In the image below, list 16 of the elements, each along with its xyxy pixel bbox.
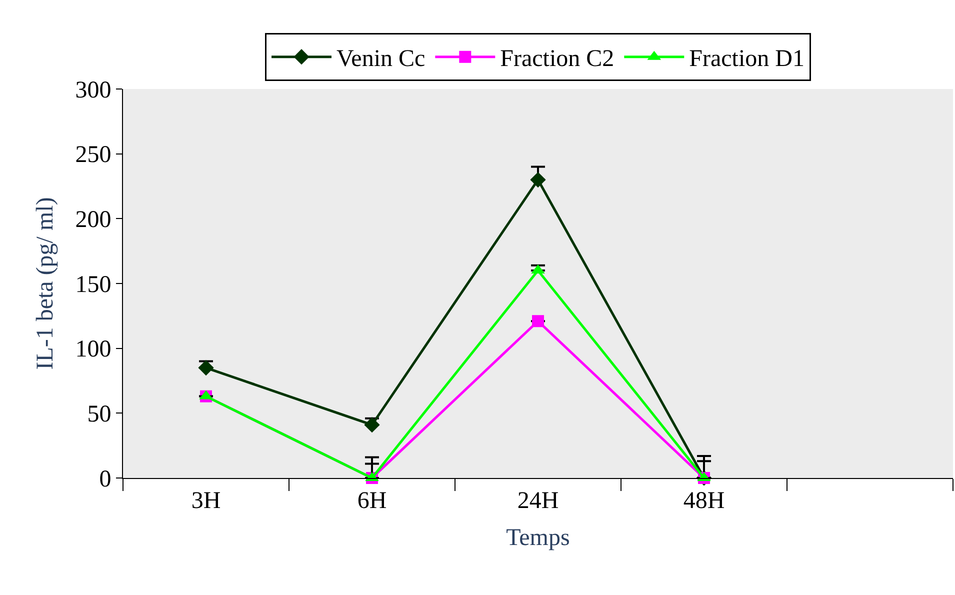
x-tick-label: 24H <box>517 488 559 514</box>
y-tick-label: 0 <box>99 466 112 492</box>
x-tick-label: 3H <box>191 488 221 514</box>
y-tick-label: 300 <box>75 77 112 104</box>
legend-label: Venin Cc <box>336 46 426 72</box>
x-axis-title: Temps <box>506 525 570 552</box>
x-tick-label: 6H <box>357 488 387 514</box>
y-tick-label: 100 <box>75 336 112 363</box>
legend-label: Fraction C2 <box>500 46 614 72</box>
y-tick-label: 150 <box>75 272 112 298</box>
y-tick-label: 50 <box>87 402 112 428</box>
x-tick-label: 48H <box>683 488 725 514</box>
legend-label: Fraction D1 <box>689 46 804 72</box>
y-tick-label: 200 <box>75 207 112 234</box>
y-axis-title: IL-1 beta (pg/ ml) <box>32 197 58 370</box>
y-tick-label: 250 <box>75 142 112 168</box>
